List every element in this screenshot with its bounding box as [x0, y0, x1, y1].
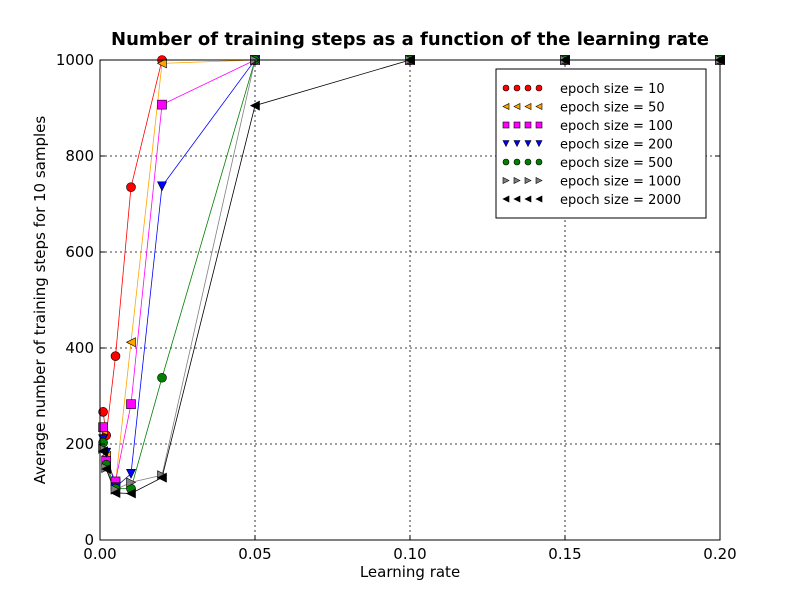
legend-marker — [502, 121, 510, 129]
legend-marker — [535, 177, 543, 184]
legend-marker — [513, 158, 521, 166]
y-tick-labels: 0 200 400 600 800 1000 — [56, 51, 94, 549]
x-axis-title: Learning rate — [360, 563, 460, 581]
x-tick-label: 0.15 — [548, 545, 581, 563]
legend-entry: epoch size = 1000 — [502, 175, 681, 190]
legend-entry: epoch size = 50 — [502, 101, 665, 116]
legend-marker — [535, 121, 543, 129]
legend-entry: epoch size = 200 — [502, 138, 673, 153]
legend-marker — [502, 158, 510, 166]
legend-marker — [524, 158, 532, 166]
y-tick-label: 800 — [65, 147, 94, 165]
legend-marker — [524, 103, 532, 110]
data-point-series-3 — [157, 181, 167, 192]
legend-marker — [535, 195, 543, 203]
x-tick-labels: 0.00 0.05 0.10 0.15 0.20 — [83, 545, 736, 563]
y-tick-label: 0 — [84, 531, 94, 549]
legend-marker — [535, 84, 543, 92]
chart-title: Number of training steps as a function o… — [111, 29, 709, 50]
x-tick-label: 0.10 — [393, 545, 426, 563]
legend-marker — [524, 177, 532, 184]
legend-marker — [513, 121, 521, 129]
legend-marker — [513, 195, 521, 203]
y-tick-label: 600 — [65, 243, 94, 261]
legend-marker — [502, 140, 510, 148]
data-point-series-6 — [156, 472, 167, 483]
legend-entry: epoch size = 100 — [502, 119, 673, 134]
legend-box — [495, 68, 707, 219]
data-point-series-6 — [110, 487, 121, 498]
data-point-series-3 — [126, 468, 136, 479]
legend-label: epoch size = 500 — [560, 156, 673, 171]
legend-marker — [513, 84, 521, 92]
legend-entry: epoch size = 500 — [502, 156, 673, 171]
legend-label: epoch size = 200 — [560, 138, 673, 153]
y-tick-label: 400 — [65, 339, 94, 357]
data-point-series-2 — [98, 422, 108, 433]
legend-marker — [513, 177, 521, 184]
legend-marker — [535, 140, 543, 148]
data-point-series-0 — [126, 182, 136, 192]
legend-marker — [513, 140, 521, 148]
data-point-series-4 — [157, 372, 167, 383]
data-point-series-5 — [126, 477, 137, 488]
data-point-series-2 — [157, 99, 167, 110]
data-point-series-1 — [125, 337, 136, 348]
legend-label: epoch size = 50 — [560, 101, 665, 116]
data-point-series-6 — [101, 463, 111, 474]
y-tick-label: 1000 — [56, 51, 94, 69]
legend-marker — [502, 103, 510, 110]
legend-entry: epoch size = 2000 — [502, 193, 681, 208]
legend-marker — [524, 121, 532, 129]
y-axis-title: Average number of training steps for 10 … — [31, 116, 49, 485]
legend-label: epoch size = 100 — [560, 119, 673, 134]
legend-marker — [502, 177, 510, 184]
legend-marker — [502, 84, 510, 92]
legend-marker — [535, 158, 543, 166]
legend-marker — [535, 103, 543, 110]
x-tick-label: 0.20 — [703, 545, 736, 563]
data-point-series-6 — [249, 100, 260, 111]
x-tick-label: 0.00 — [83, 545, 116, 563]
legend-label: epoch size = 2000 — [560, 193, 681, 208]
legend: epoch size = 10 epoch size = 50 epoch size… — [495, 68, 707, 219]
data-point-series-0 — [98, 407, 108, 417]
data-point-series-6 — [125, 488, 136, 499]
legend-marker — [524, 140, 532, 148]
legend-label: epoch size = 10 — [560, 82, 665, 97]
data-point-series-1 — [156, 58, 167, 69]
legend-label: epoch size = 1000 — [560, 175, 681, 190]
data-point-series-0 — [110, 351, 121, 361]
y-tick-label: 200 — [65, 435, 94, 453]
data-point-series-2 — [126, 399, 136, 409]
legend-marker — [524, 195, 532, 203]
legend-marker — [513, 103, 521, 110]
legend-marker — [502, 195, 510, 203]
legend-entry: epoch size = 10 — [502, 82, 665, 97]
axis-ticks — [99, 59, 721, 541]
x-tick-label: 0.05 — [238, 545, 271, 563]
legend-marker — [524, 84, 532, 92]
data-point-series-6 — [97, 446, 108, 457]
